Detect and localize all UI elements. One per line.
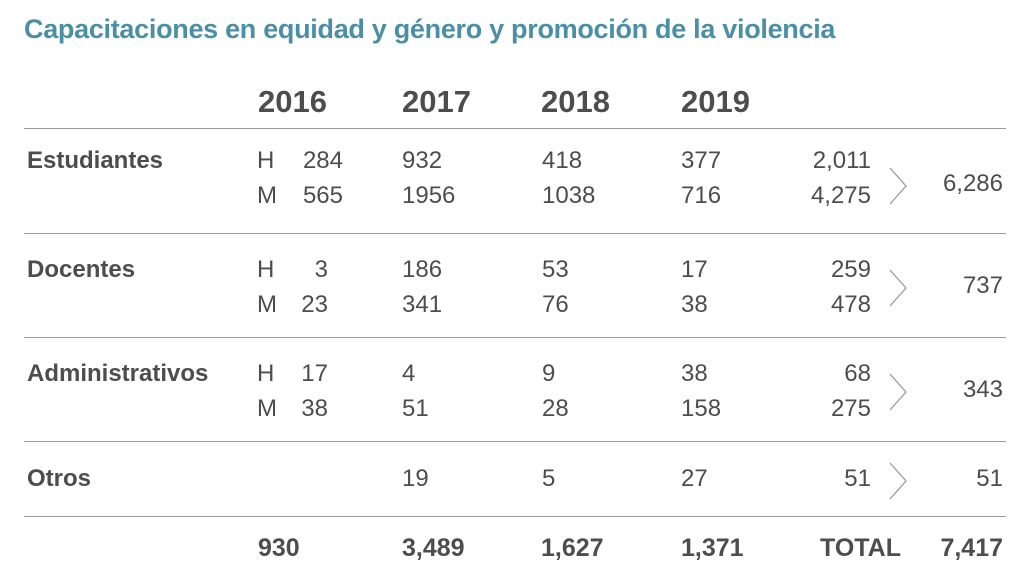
value-2019: 158 bbox=[681, 395, 722, 422]
row-total: 737 bbox=[962, 272, 1003, 299]
value-2016: 38 bbox=[301, 395, 328, 422]
grand-total: 7,417 bbox=[940, 534, 1003, 562]
subtotal: 2,011 bbox=[812, 147, 871, 174]
value-2019: 38 bbox=[681, 360, 708, 387]
row-total: 51 bbox=[976, 465, 1003, 492]
value-2017: 341 bbox=[402, 291, 443, 318]
total-label: TOTAL bbox=[820, 534, 902, 562]
row-total: 343 bbox=[962, 376, 1003, 403]
year-total-2018: 1,627 bbox=[541, 534, 604, 562]
value-2016: 3 bbox=[314, 256, 328, 283]
value-2017: 51 bbox=[402, 395, 429, 422]
year-total-2016: 930 bbox=[258, 534, 300, 562]
divider bbox=[24, 516, 1006, 517]
value-2018: 76 bbox=[542, 291, 569, 318]
subtotal: 478 bbox=[830, 291, 871, 318]
subtotal: 275 bbox=[830, 395, 871, 422]
value-2017: 19 bbox=[402, 465, 429, 492]
value-2019: 27 bbox=[681, 465, 708, 492]
chevron-right-icon bbox=[889, 373, 907, 411]
value-2017: 932 bbox=[402, 147, 443, 174]
value-2018: 28 bbox=[542, 395, 569, 422]
chevron-right-icon bbox=[889, 167, 907, 205]
year-header-2017: 2017 bbox=[402, 84, 471, 119]
divider bbox=[24, 337, 1006, 338]
sex-label: H bbox=[257, 360, 275, 387]
value-2017: 4 bbox=[402, 360, 416, 387]
subtotal: 51 bbox=[844, 465, 871, 492]
sex-label: M bbox=[257, 291, 277, 318]
value-2016: 284 bbox=[302, 147, 343, 174]
year-header-2019: 2019 bbox=[681, 84, 750, 119]
chevron-right-icon bbox=[889, 462, 907, 500]
value-2017: 186 bbox=[402, 256, 443, 283]
category-label: Docentes bbox=[27, 256, 136, 283]
value-2016: 23 bbox=[301, 291, 328, 318]
value-2019: 377 bbox=[681, 147, 722, 174]
year-header-2016: 2016 bbox=[258, 84, 327, 119]
divider bbox=[24, 233, 1006, 234]
value-2019: 716 bbox=[681, 182, 722, 209]
page-title: Capacitaciones en equidad y género y pro… bbox=[24, 14, 836, 44]
value-2019: 38 bbox=[681, 291, 708, 318]
divider bbox=[24, 128, 1006, 129]
value-2018: 53 bbox=[542, 256, 569, 283]
subtotal: 68 bbox=[844, 360, 871, 387]
divider bbox=[24, 441, 1006, 442]
value-2017: 1956 bbox=[402, 182, 456, 209]
value-2018: 5 bbox=[542, 465, 556, 492]
subtotal: 4,275 bbox=[810, 182, 871, 209]
row-total: 6,286 bbox=[942, 170, 1003, 197]
year-total-2019: 1,371 bbox=[681, 534, 744, 562]
sex-label: M bbox=[257, 395, 277, 422]
value-2018: 1038 bbox=[542, 182, 596, 209]
value-2016: 565 bbox=[302, 182, 343, 209]
subtotal: 259 bbox=[830, 256, 871, 283]
value-2016: 17 bbox=[301, 360, 328, 387]
value-2018: 9 bbox=[542, 360, 556, 387]
value-2018: 418 bbox=[542, 147, 583, 174]
category-label: Estudiantes bbox=[27, 147, 164, 174]
category-label: Otros bbox=[27, 465, 92, 492]
sex-label: H bbox=[257, 147, 275, 174]
year-header-2018: 2018 bbox=[541, 84, 610, 119]
sex-label: H bbox=[257, 256, 275, 283]
year-total-2017: 3,489 bbox=[402, 534, 465, 562]
category-label: Administrativos bbox=[27, 360, 209, 387]
sex-label: M bbox=[257, 182, 277, 209]
chevron-right-icon bbox=[889, 269, 907, 307]
value-2019: 17 bbox=[681, 256, 708, 283]
